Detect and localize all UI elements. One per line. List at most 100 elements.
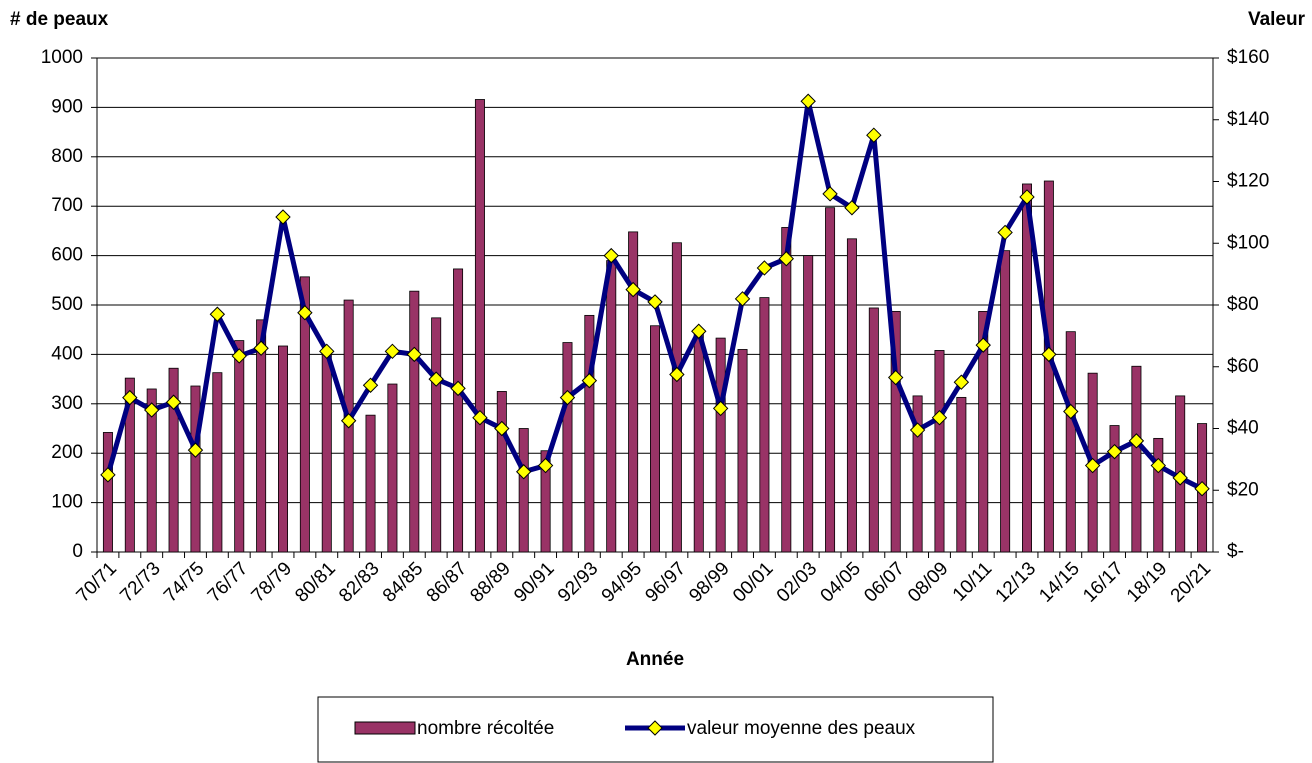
x-tick-label: 00/01 bbox=[729, 558, 777, 606]
x-tick-label: 82/83 bbox=[335, 558, 383, 606]
marker bbox=[275, 209, 291, 225]
marker bbox=[1172, 470, 1188, 486]
bar bbox=[102, 432, 113, 553]
bar bbox=[737, 349, 748, 553]
bar bbox=[825, 207, 836, 553]
bar bbox=[190, 385, 201, 553]
marker bbox=[1150, 457, 1166, 474]
y2-tick-label: $80 bbox=[1227, 294, 1259, 315]
marker bbox=[362, 377, 379, 393]
marker bbox=[734, 291, 751, 307]
bar bbox=[365, 414, 376, 553]
y2-tick-label: $20 bbox=[1227, 479, 1259, 500]
x-tick-label: 88/89 bbox=[466, 558, 514, 606]
y-tick-label: 0 bbox=[72, 541, 83, 562]
x-tick-label: 98/99 bbox=[685, 558, 733, 606]
bar bbox=[168, 367, 179, 553]
x-tick-label: 20/21 bbox=[1167, 558, 1215, 606]
marker bbox=[1019, 189, 1035, 205]
marker bbox=[887, 369, 904, 386]
marker bbox=[1194, 480, 1210, 497]
legend-label: valeur moyenne des peaux bbox=[687, 718, 916, 739]
marker bbox=[537, 457, 554, 474]
x-tick-label: 76/77 bbox=[204, 558, 252, 606]
x-tick-label: 70/71 bbox=[73, 558, 121, 606]
marker bbox=[515, 464, 532, 480]
bar bbox=[146, 388, 157, 553]
y-tick-label: 100 bbox=[51, 492, 83, 513]
y-tick-label: 500 bbox=[51, 294, 83, 315]
bar bbox=[278, 345, 288, 553]
marker bbox=[603, 247, 619, 264]
marker bbox=[1063, 403, 1079, 420]
marker bbox=[756, 260, 773, 276]
x-tick-label: 86/87 bbox=[423, 558, 471, 606]
marker bbox=[165, 394, 182, 410]
bar bbox=[431, 317, 442, 553]
y2-tick-label: $60 bbox=[1227, 356, 1259, 377]
y-axis-title: # de peaux bbox=[10, 9, 109, 30]
marker bbox=[866, 127, 882, 143]
x-tick-label: 06/07 bbox=[860, 558, 908, 606]
marker bbox=[909, 422, 926, 438]
marker bbox=[559, 389, 576, 406]
bar bbox=[256, 319, 267, 553]
bar bbox=[1153, 437, 1164, 553]
bar bbox=[584, 314, 595, 553]
bar bbox=[453, 268, 464, 553]
marker bbox=[231, 348, 247, 364]
y2-tick-label: $140 bbox=[1227, 109, 1269, 130]
bar bbox=[1109, 425, 1120, 553]
y-tick-label: 800 bbox=[51, 146, 83, 167]
y-tick-label: 200 bbox=[51, 442, 83, 463]
y2-tick-label: $120 bbox=[1227, 171, 1269, 192]
x-tick-label: 78/79 bbox=[248, 558, 296, 606]
marker bbox=[1106, 443, 1123, 460]
x-axis-title: Année bbox=[626, 649, 684, 670]
y2-tick-label: $160 bbox=[1227, 47, 1269, 68]
bar bbox=[518, 428, 529, 553]
bar bbox=[978, 311, 989, 553]
legend-label: nombre récoltée bbox=[417, 718, 554, 739]
x-tick-label: 74/75 bbox=[160, 558, 208, 606]
marker bbox=[625, 281, 641, 298]
bar bbox=[299, 276, 310, 553]
marker bbox=[187, 442, 204, 458]
bar bbox=[759, 297, 770, 553]
y2-tick-label: $40 bbox=[1227, 418, 1259, 439]
x-tick-label: 80/81 bbox=[291, 558, 339, 606]
bar bbox=[846, 238, 857, 553]
bar bbox=[868, 307, 879, 553]
bar bbox=[693, 331, 704, 553]
bar bbox=[671, 242, 682, 553]
bar bbox=[628, 231, 639, 553]
marker bbox=[472, 409, 488, 426]
marker bbox=[844, 200, 860, 216]
bar bbox=[606, 260, 617, 553]
bar bbox=[650, 325, 660, 553]
marker bbox=[1041, 346, 1057, 363]
marker bbox=[931, 409, 948, 426]
marker bbox=[340, 413, 357, 429]
marker bbox=[822, 186, 838, 202]
marker bbox=[209, 306, 226, 322]
bar bbox=[803, 255, 814, 553]
y-tick-label: 600 bbox=[51, 245, 83, 266]
y-tick-label: 1000 bbox=[41, 47, 83, 68]
x-tick-label: 08/09 bbox=[904, 558, 952, 606]
x-tick-label: 14/15 bbox=[1035, 558, 1083, 606]
bar bbox=[890, 311, 901, 553]
marker bbox=[450, 380, 466, 397]
y2-axis-title: Valeur bbox=[1248, 9, 1306, 30]
bar bbox=[496, 391, 507, 553]
y2-tick-label: $100 bbox=[1227, 232, 1269, 253]
marker bbox=[428, 371, 444, 387]
bar bbox=[1065, 331, 1076, 553]
bar bbox=[781, 227, 792, 553]
marker bbox=[712, 400, 729, 417]
x-tick-label: 72/73 bbox=[116, 558, 164, 606]
bar bbox=[387, 383, 398, 553]
x-tick-label: 90/91 bbox=[510, 558, 558, 606]
x-tick-label: 92/93 bbox=[554, 558, 602, 606]
